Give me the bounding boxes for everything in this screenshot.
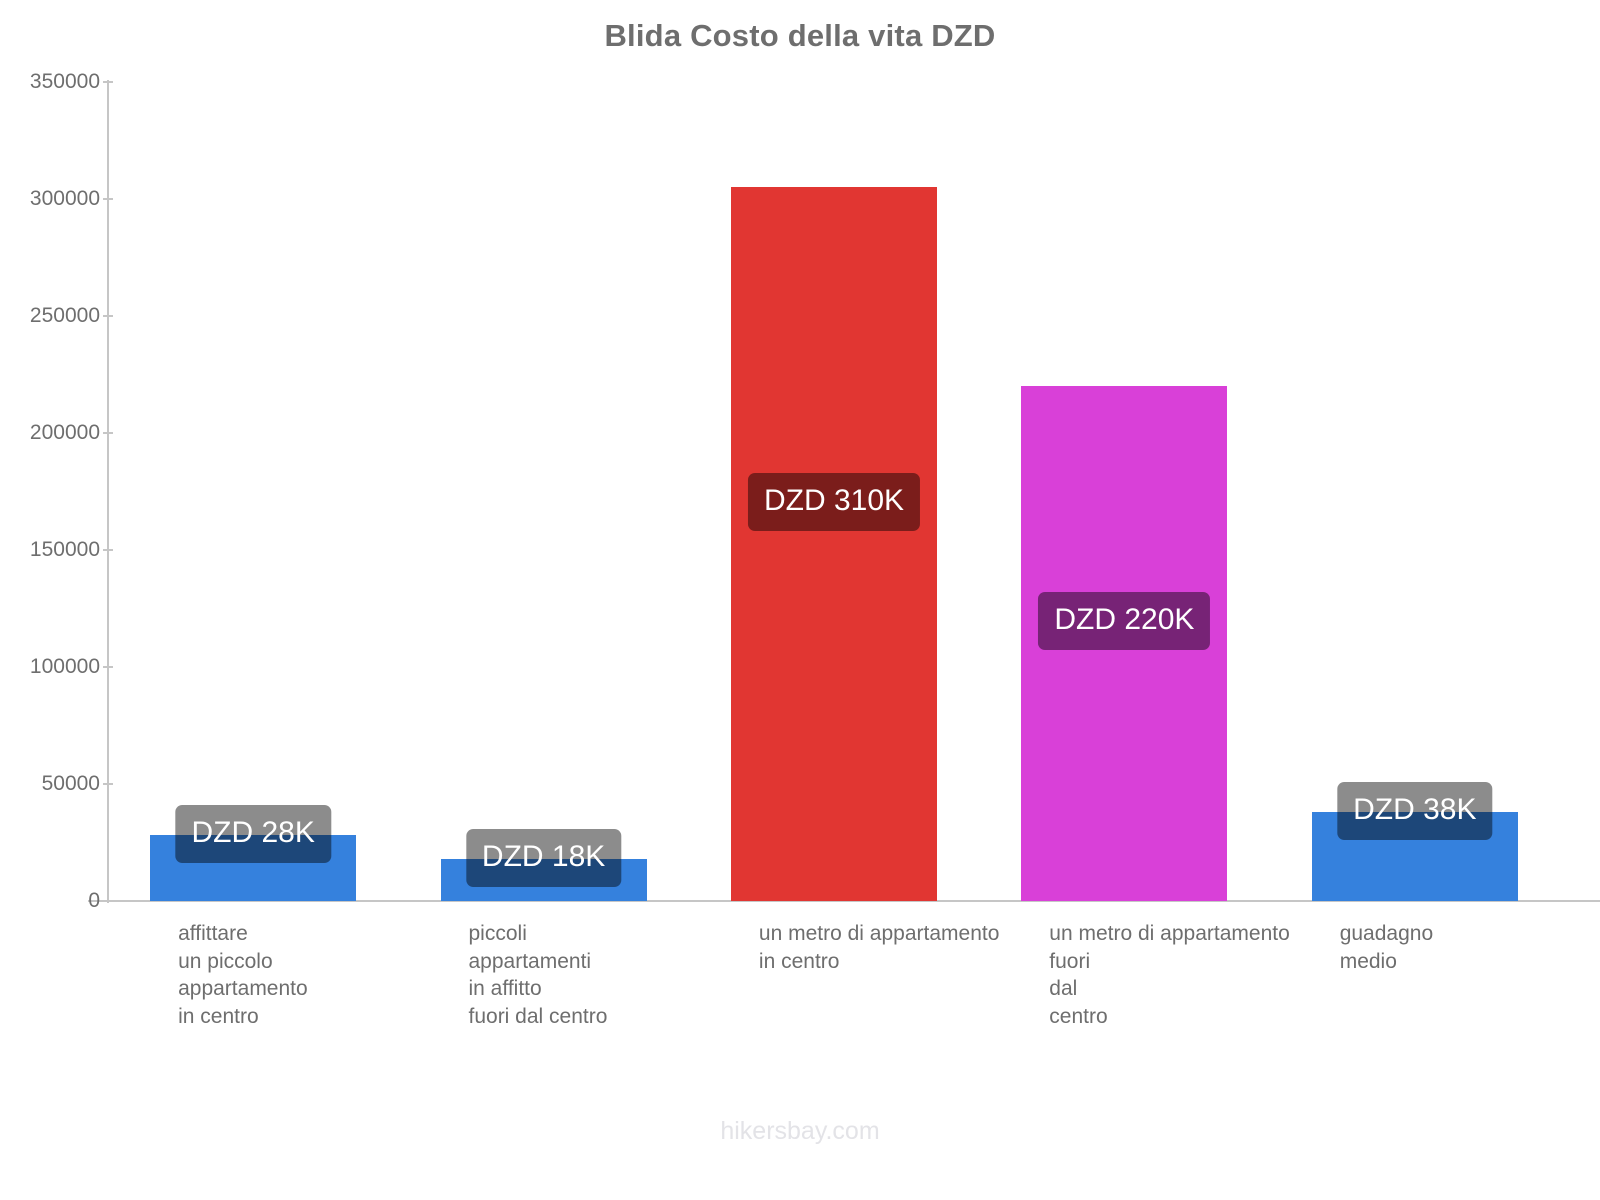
x-axis-line: [88, 900, 1600, 902]
y-axis-tick-label: 250000: [29, 304, 100, 327]
bar[interactable]: [1311, 812, 1518, 901]
y-axis-tick-label: 350000: [29, 70, 100, 93]
y-axis-tick-mark: [103, 198, 113, 200]
page-title: Blida Costo della vita DZD: [604, 18, 996, 53]
y-axis-tick-label: 150000: [29, 538, 100, 561]
bar-value-label: DZD 38K: [1337, 782, 1493, 841]
y-axis-tick-mark: [103, 549, 113, 551]
y-axis-tick-labels: 0 50000 100000 150000 200000 250000 300000 3500…: [0, 0, 113, 1200]
y-axis-line: [107, 80, 109, 903]
y-axis-tick-mark: [103, 783, 113, 785]
y-axis-tick-label: 50000: [41, 772, 100, 795]
y-axis-tick-mark: [103, 666, 113, 668]
bar[interactable]: [150, 835, 357, 901]
y-axis-tick-mark: [103, 81, 113, 83]
bar[interactable]: [1021, 386, 1228, 901]
x-axis-category-label: un metro di appartamento fuori dal centr…: [1049, 922, 1290, 1028]
bar-value-label: DZD 18K: [465, 828, 622, 887]
y-axis-tick-mark: [103, 900, 113, 902]
x-axis-category-label: un metro di appartamento in centro: [758, 922, 1000, 973]
bar-value-label: DZD 220K: [1038, 592, 1211, 651]
y-axis-tick-label: 100000: [29, 655, 100, 678]
x-axis-category-label: guadagno medio: [1339, 922, 1434, 973]
bar[interactable]: [730, 187, 938, 901]
x-axis-category-label: piccoli appartamenti in affitto fuori da…: [468, 922, 608, 1028]
y-axis-tick-mark: [103, 315, 113, 317]
bar-value-label: DZD 28K: [175, 805, 331, 864]
y-axis-tick-label: 300000: [29, 187, 100, 210]
x-axis-category-label: affittare un piccolo appartamento in cen…: [178, 922, 308, 1028]
y-axis-tick-label: 0: [88, 889, 100, 912]
bar-value-label: DZD 310K: [747, 472, 921, 531]
y-axis-tick-mark: [103, 432, 113, 434]
footer-credit: hikersbay.com: [720, 1117, 880, 1145]
y-axis-tick-label: 200000: [29, 421, 100, 444]
plot-area: DZD 28K DZD 18K DZD 310K DZD 220K DZD 38K: [108, 82, 1560, 901]
bar[interactable]: [440, 858, 647, 901]
